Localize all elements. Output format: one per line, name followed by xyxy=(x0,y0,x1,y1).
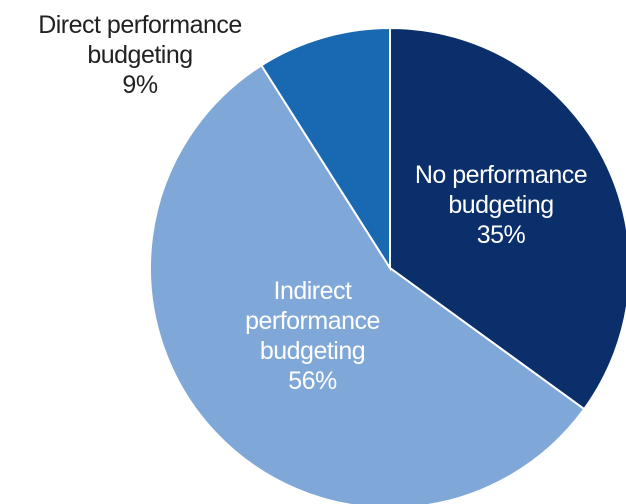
value-label: 56% xyxy=(288,367,337,395)
pie-slice xyxy=(149,63,586,504)
category-label: Indirect performance budgeting xyxy=(245,277,380,365)
slice-label: No performance budgeting 35% xyxy=(385,160,617,250)
category-label: Direct performance budgeting xyxy=(38,11,242,69)
slice-label: Indirect performance budgeting 56% xyxy=(225,276,400,396)
pie-slice xyxy=(389,26,626,411)
slice-label: Direct performance budgeting 9% xyxy=(5,10,275,100)
pie-slice xyxy=(260,26,391,272)
value-label: 9% xyxy=(122,71,158,99)
value-label: 35% xyxy=(476,221,526,249)
category-label: No performance budgeting xyxy=(414,161,588,219)
